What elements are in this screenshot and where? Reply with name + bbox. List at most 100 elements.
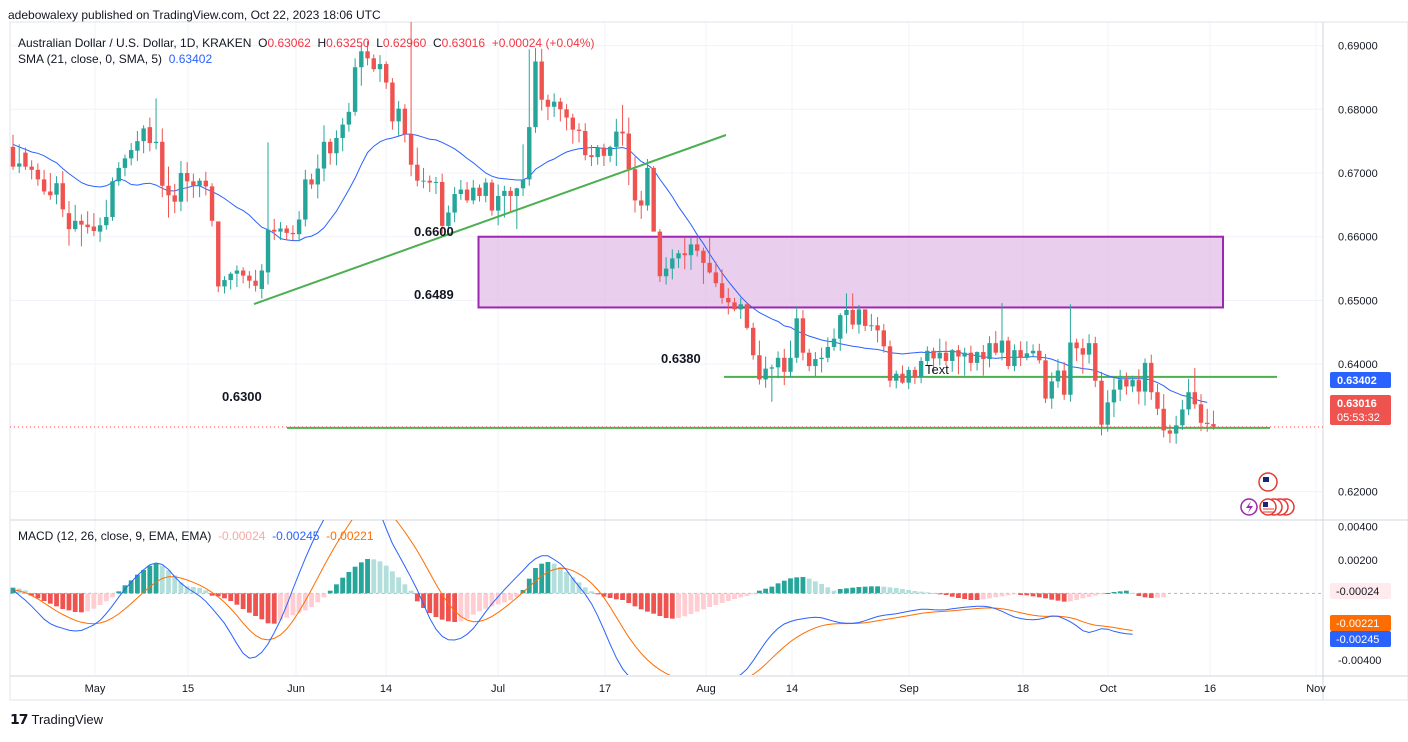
candle — [639, 190, 644, 219]
macd-histogram-bar — [738, 593, 744, 598]
candle-body — [502, 190, 507, 196]
candle-body — [769, 367, 775, 369]
macd-histogram-bar — [1105, 593, 1111, 594]
macd-histogram-bar — [1099, 593, 1104, 595]
candle-body — [1006, 340, 1011, 367]
candle — [956, 345, 961, 375]
candle-body — [1111, 389, 1117, 403]
candle — [1205, 408, 1210, 432]
symbol-description[interactable]: Australian Dollar / U.S. Dollar, 1D, KRA… — [18, 36, 252, 50]
candle — [1086, 334, 1092, 364]
price-tick-label: 0.68000 — [1338, 104, 1378, 116]
candle-body — [23, 152, 28, 167]
candle — [209, 183, 215, 227]
candle — [29, 160, 34, 180]
macd-histogram-bar — [551, 563, 557, 594]
macd-histogram-bar — [402, 584, 408, 594]
candle — [427, 175, 432, 193]
candle-body — [881, 330, 886, 347]
candle-body — [937, 352, 942, 359]
candle-body — [352, 67, 358, 112]
candle-body — [670, 258, 675, 269]
candle — [894, 370, 899, 389]
candle — [23, 147, 28, 170]
price-legend: Australian Dollar / U.S. Dollar, 1D, KRA… — [18, 36, 594, 50]
candle-body — [1099, 380, 1104, 425]
candle-body — [962, 352, 967, 357]
candle-body — [912, 369, 918, 377]
candle — [676, 250, 681, 268]
macd-histogram-bar — [458, 593, 464, 622]
candle-body — [614, 131, 619, 147]
macd-histogram-bar — [806, 578, 812, 594]
macd-histogram-bar — [794, 577, 800, 594]
macd-histogram-bar — [246, 593, 252, 613]
candle — [701, 247, 706, 284]
candle — [247, 271, 252, 289]
candle — [508, 187, 513, 213]
candle — [1130, 375, 1135, 393]
candle-body — [359, 51, 364, 68]
candle-body — [576, 129, 582, 131]
macd-histogram-bar — [501, 593, 507, 603]
candle-body — [247, 275, 252, 281]
macd-histogram-bar — [582, 587, 588, 594]
candle — [514, 187, 520, 230]
candle-countdown: 05:53:32 — [1337, 412, 1380, 424]
macd-histogram-bar — [390, 571, 395, 594]
candle — [974, 351, 980, 371]
resistance-zone[interactable] — [477, 235, 1224, 309]
candle-body — [141, 128, 146, 142]
candle-body — [570, 117, 575, 130]
candle-body — [657, 231, 663, 277]
price-tick-label: 0.64000 — [1338, 359, 1378, 371]
ascending-trendline[interactable] — [253, 134, 727, 305]
candle — [433, 176, 439, 195]
macd-legend[interactable]: MACD (12, 26, close, 9, EMA, EMA) -0.000… — [18, 529, 374, 543]
candle — [931, 347, 936, 374]
candle — [384, 61, 389, 89]
candle-body — [520, 179, 526, 189]
macd-line-value: -0.00245 — [272, 529, 320, 543]
candle-body — [782, 357, 787, 372]
candle — [97, 217, 103, 242]
economic-events-icons[interactable] — [1240, 472, 1295, 516]
candle — [122, 154, 128, 177]
macd-histogram-bar — [85, 593, 91, 612]
candle — [937, 338, 942, 366]
candle — [626, 117, 631, 186]
candle-body — [73, 220, 78, 230]
tradingview-logo[interactable]: 𝟭𝟳 TradingView — [10, 711, 103, 728]
candle — [284, 225, 289, 240]
candle — [439, 173, 445, 234]
macd-histogram-bar — [302, 593, 308, 611]
macd-histogram-bar — [844, 588, 849, 594]
candle — [477, 184, 482, 202]
macd-histogram-bar — [1043, 593, 1048, 599]
macd-histogram-bar — [900, 589, 905, 594]
candle-body — [452, 194, 457, 213]
macd-histogram-bar — [1080, 593, 1086, 599]
macd-histogram-bar — [10, 587, 16, 594]
candle-body — [707, 262, 712, 273]
price-tick-label: 0.62000 — [1338, 487, 1378, 499]
candle — [881, 324, 886, 353]
candle — [856, 304, 862, 334]
candle-body — [750, 327, 756, 356]
candle-body — [272, 229, 277, 232]
candle — [862, 309, 868, 332]
candle-body — [974, 352, 980, 363]
macd-histogram-bar — [178, 582, 184, 594]
candle — [377, 55, 383, 82]
candle-body — [197, 180, 202, 186]
candle — [228, 271, 233, 290]
candle-body — [396, 108, 401, 122]
tradingview-brand: TradingView — [31, 712, 104, 727]
candle — [259, 264, 264, 299]
sma-legend[interactable]: SMA (21, close, 0, SMA, 5) 0.63402 — [18, 52, 212, 66]
macd-signal-line — [12, 520, 1133, 675]
candle-body — [222, 280, 227, 287]
candle-body — [1024, 353, 1030, 358]
candle-body — [1149, 362, 1154, 393]
